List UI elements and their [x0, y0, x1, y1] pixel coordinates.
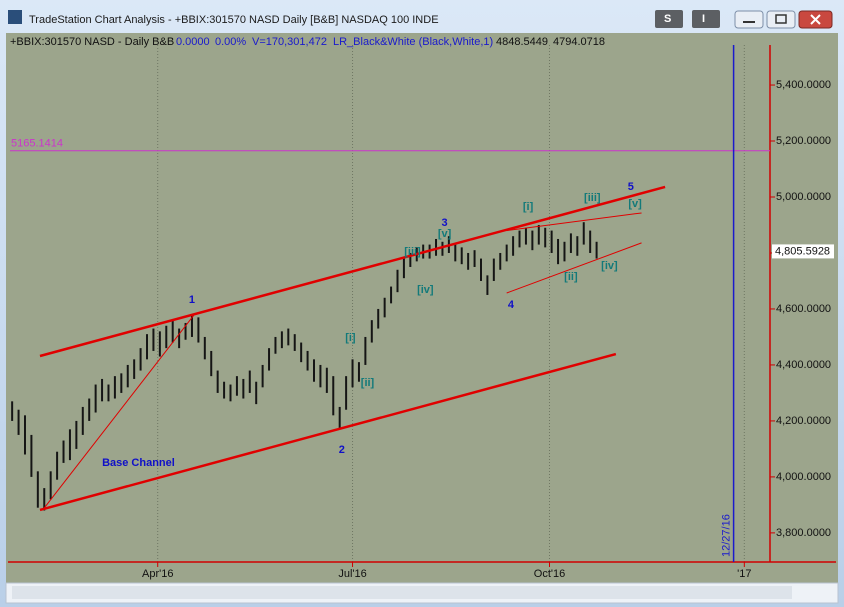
level-label: 5165.1414 [11, 138, 63, 150]
plot: Apr'16 Jul'16 Oct'16 '17 3,800.0000 4,000.000… [8, 45, 836, 580]
wave-label: [ii] [361, 377, 375, 389]
wave-label: [iv] [417, 284, 434, 296]
info-percent: 0.00% [215, 36, 246, 48]
wave-label: Base Channel [102, 457, 175, 469]
wave-label: [v] [628, 198, 642, 210]
maximize-icon [775, 14, 787, 24]
info-indicator: LR_Black&White (Black,White,1) [333, 36, 493, 48]
window-title: TradeStation Chart Analysis - +BBIX:3015… [29, 14, 439, 26]
x-tick-label: Oct'16 [534, 568, 565, 580]
wave-label: [iii] [584, 192, 601, 204]
trend-line [506, 242, 642, 294]
wave-label: [iii] [404, 246, 421, 258]
symbol-button-label[interactable]: S [664, 13, 671, 25]
indicator-button[interactable] [692, 10, 720, 28]
trend-line [506, 212, 642, 232]
wave-label: [i] [345, 332, 356, 344]
y-tick-label: 4,400.0000 [776, 359, 831, 371]
maximize-button[interactable] [766, 10, 796, 29]
wave-label: 5 [628, 181, 634, 193]
wave-label: 2 [339, 444, 345, 456]
close-icon [810, 14, 821, 25]
y-tick-label: 4,600.0000 [776, 303, 831, 315]
wave-label: 3 [442, 217, 448, 229]
y-tick-label: 3,800.0000 [776, 527, 831, 539]
trend-line [43, 314, 195, 509]
last-price-label: 4,805.5928 [775, 245, 830, 257]
info-symbol: +BBIX:301570 NASD - Daily B&B [10, 36, 174, 48]
trend-line [39, 352, 617, 512]
y-tick-label: 4,000.0000 [776, 471, 831, 483]
info-change: 0.0000 [176, 36, 210, 48]
wave-label: 4 [508, 299, 515, 311]
chart-panel [6, 33, 838, 583]
x-tick-label: Jul'16 [338, 568, 366, 580]
wave-label: [v] [438, 228, 452, 240]
wave-label: [i] [523, 201, 534, 213]
x-tick-label: Apr'16 [142, 568, 173, 580]
minimize-button[interactable] [734, 10, 764, 29]
wave-label: 1 [189, 294, 195, 306]
date-line-label: 12/27/16 [721, 514, 733, 557]
symbol-button[interactable] [655, 10, 683, 28]
x-tick-label: '17 [737, 568, 751, 580]
info-value-2: 4794.0718 [553, 36, 605, 48]
y-tick-label: 5,400.0000 [776, 79, 831, 91]
wave-label: [iv] [601, 260, 618, 272]
y-tick-label: 4,200.0000 [776, 415, 831, 427]
info-bar: +BBIX:301570 NASD - Daily B&B 0.0000 0.0… [10, 36, 605, 48]
app-icon [8, 10, 22, 24]
y-tick-label: 5,000.0000 [776, 191, 831, 203]
last-price-box [772, 244, 834, 259]
scroll-track[interactable] [12, 586, 792, 599]
trend-line [39, 185, 666, 358]
info-volume: V=170,301,472 [252, 36, 327, 48]
y-tick-label: 5,200.0000 [776, 135, 831, 147]
indicator-button-label[interactable]: I [702, 13, 705, 25]
wave-label: [ii] [564, 271, 578, 283]
info-value-1: 4848.5449 [496, 36, 548, 48]
